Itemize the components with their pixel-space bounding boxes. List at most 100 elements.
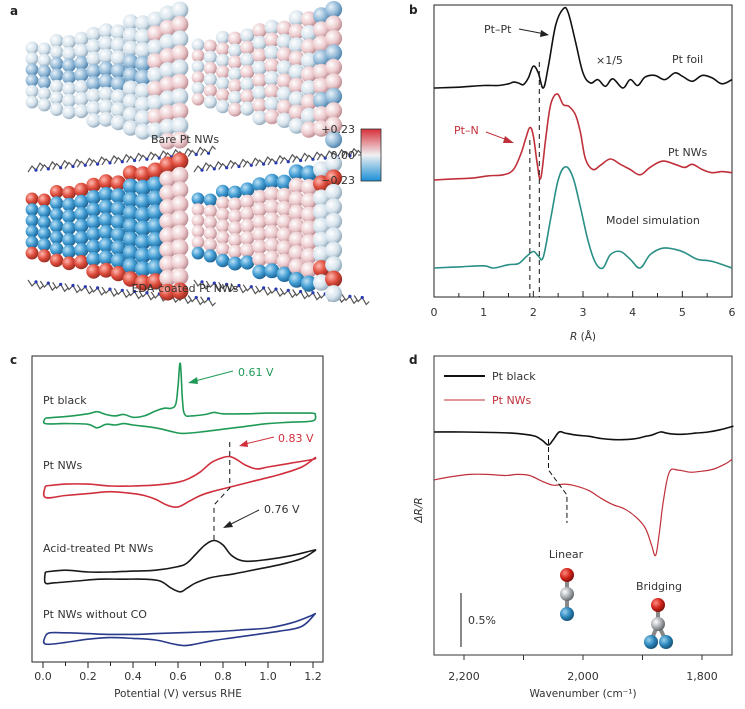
atom (264, 250, 280, 266)
arrow-0-76 (228, 509, 260, 526)
nitrogen-dot (108, 161, 112, 165)
atom (62, 105, 76, 120)
atom (228, 209, 242, 224)
atom (171, 59, 189, 77)
atom (86, 39, 101, 54)
cv-curve-pt-black (42, 362, 317, 435)
colorbar-gradient (360, 128, 382, 182)
atom (228, 232, 242, 247)
atom (325, 241, 343, 259)
arrowhead-pt-pt (540, 30, 549, 37)
atom (98, 224, 114, 240)
annotation-bridging: Bridging (636, 580, 682, 593)
atom (62, 58, 76, 73)
atom (288, 64, 305, 80)
atom (228, 185, 242, 200)
atom (74, 230, 89, 246)
atom (98, 262, 114, 278)
dashed-guides-c (213, 442, 231, 541)
nitrogen-dot (299, 289, 303, 294)
atom (122, 191, 139, 208)
atom (325, 183, 343, 201)
atom (122, 244, 139, 261)
x-tick-label-c: 1.2 (304, 670, 322, 683)
atom (122, 120, 139, 136)
atom (98, 111, 114, 127)
atom (252, 252, 267, 267)
x-tick-label-b: 6 (729, 306, 736, 319)
atom (276, 200, 292, 217)
atom (86, 113, 101, 128)
atom (215, 230, 230, 245)
atom (171, 268, 189, 286)
nitrogen-dot (120, 288, 124, 292)
atom (134, 55, 151, 72)
atom (159, 269, 176, 287)
atom (276, 60, 292, 76)
atom (325, 227, 343, 245)
atom (191, 49, 205, 63)
nitrogen-dot (120, 160, 124, 164)
atom (288, 23, 305, 40)
x-axis-ticks-c: 0.0 0.2 0.4 0.6 0.8 1.0 1.2 (34, 662, 322, 683)
legend-label-pt-black: Pt black (492, 370, 536, 383)
atom (122, 205, 139, 221)
nitrogen-dot (212, 167, 216, 171)
atom (74, 79, 89, 95)
atom (74, 67, 89, 83)
atom (240, 231, 255, 246)
x-tick-label-b: 4 (629, 306, 636, 319)
atom (228, 67, 242, 82)
atom (264, 45, 280, 61)
atom (86, 51, 101, 66)
series-label-pt-nws: Pt NWs (668, 146, 708, 159)
x-tick-label-b: 3 (580, 306, 587, 319)
x-axis-title-c: Potential (V) versus RHE (114, 688, 242, 700)
colorbar: +0.23 0.00 −0.23 (321, 123, 382, 187)
atom (122, 231, 139, 247)
nitrogen-dot (348, 294, 352, 298)
nitrogen-dot (311, 291, 315, 295)
bridging-co-molecule-icon (644, 598, 673, 649)
scale-note-x1-5: ×1/5 (596, 54, 623, 67)
atom (300, 179, 317, 196)
atom (86, 76, 101, 91)
atom (110, 50, 126, 66)
atom (49, 56, 64, 71)
atom (240, 243, 255, 258)
atom (86, 177, 101, 193)
atom (122, 218, 139, 234)
atom (191, 225, 205, 238)
atom (325, 58, 343, 76)
peak-label-0-83: 0.83 V (278, 432, 314, 445)
nitrogen-dot (200, 280, 204, 284)
atom (228, 102, 242, 117)
nitrogen-dot (194, 152, 198, 157)
atom (228, 78, 242, 93)
atom (25, 74, 39, 87)
atom (288, 245, 305, 261)
panel-c: c 0.0 0.2 0.4 0.6 0.8 1.0 1.2 Pt black Pt NWs … (10, 353, 324, 700)
atom (37, 42, 51, 56)
atom (215, 207, 230, 222)
atom (134, 274, 151, 291)
ir-spectrum-pt-nws (434, 458, 733, 557)
atom (110, 24, 126, 40)
atom (171, 224, 189, 242)
atom (74, 31, 89, 46)
atom (203, 215, 217, 229)
atom (110, 76, 126, 92)
atom (240, 218, 255, 234)
atom (98, 61, 114, 77)
arrowhead-0-76 (223, 521, 233, 528)
atom (325, 198, 343, 216)
atom (171, 166, 189, 184)
atom (252, 60, 267, 76)
nitrogen-dot (59, 282, 63, 286)
nitrogen-dot (133, 289, 137, 294)
atom (252, 48, 267, 63)
plot-frame-d (433, 355, 733, 656)
atom (228, 43, 242, 58)
atom (122, 257, 139, 274)
